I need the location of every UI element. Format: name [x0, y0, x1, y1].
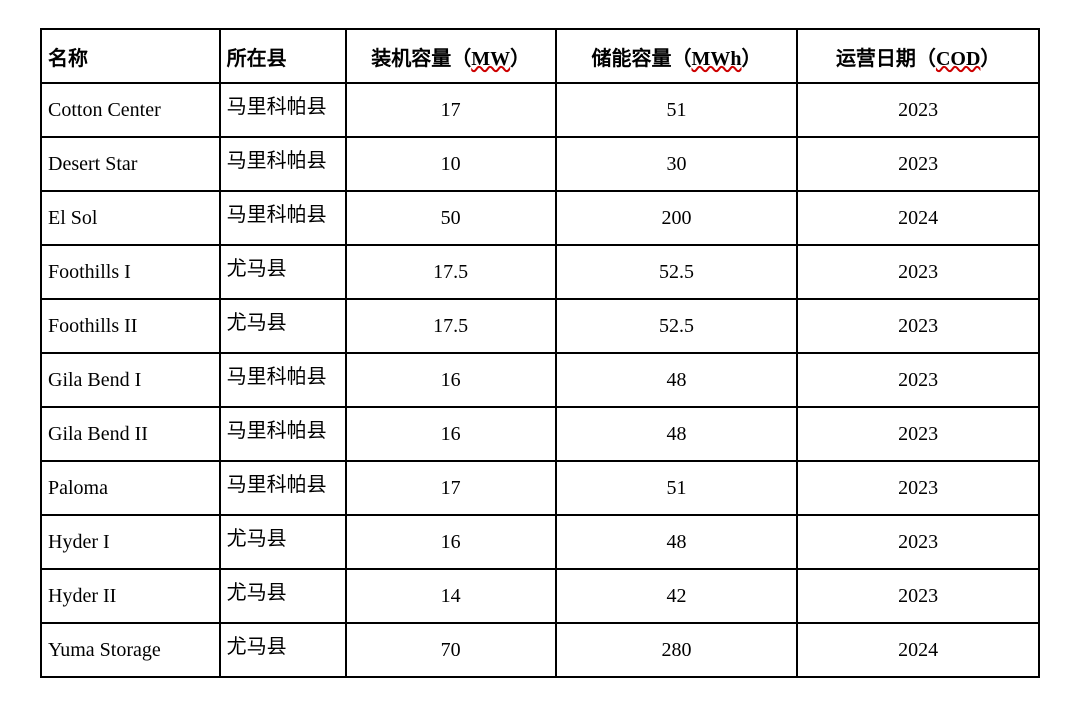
header-mwh-prefix: 储能容量（	[592, 48, 692, 70]
cell-county: 马里科帕县	[220, 353, 346, 407]
cell-county: 马里科帕县	[220, 137, 346, 191]
cell-mwh: 52.5	[556, 245, 798, 299]
cell-mw: 14	[346, 569, 556, 623]
cell-cod: 2024	[797, 623, 1039, 677]
cell-county: 马里科帕县	[220, 407, 346, 461]
cell-mwh: 200	[556, 191, 798, 245]
table-row: Gila Bend II 马里科帕县 16 48 2023	[41, 407, 1039, 461]
table-row: Yuma Storage 尤马县 70 280 2024	[41, 623, 1039, 677]
cell-mw: 16	[346, 515, 556, 569]
cell-mwh: 280	[556, 623, 798, 677]
cell-name: Hyder II	[41, 569, 220, 623]
cell-cod: 2024	[797, 191, 1039, 245]
cell-name: Gila Bend II	[41, 407, 220, 461]
cell-mw: 16	[346, 407, 556, 461]
header-mwh: 储能容量（MWh）	[556, 29, 798, 83]
cell-name: Cotton Center	[41, 83, 220, 137]
cell-cod: 2023	[797, 83, 1039, 137]
table-row: El Sol 马里科帕县 50 200 2024	[41, 191, 1039, 245]
cell-mw: 10	[346, 137, 556, 191]
table-row: Cotton Center 马里科帕县 17 51 2023	[41, 83, 1039, 137]
cell-cod: 2023	[797, 515, 1039, 569]
table-body: Cotton Center 马里科帕县 17 51 2023 Desert St…	[41, 83, 1039, 677]
cell-name: Desert Star	[41, 137, 220, 191]
cell-county: 尤马县	[220, 245, 346, 299]
cell-county: 尤马县	[220, 569, 346, 623]
header-mwh-unit: MWh	[692, 48, 742, 70]
cell-mw: 17.5	[346, 245, 556, 299]
cell-mwh: 51	[556, 83, 798, 137]
header-cod-prefix: 运营日期（	[836, 48, 936, 70]
table-row: Paloma 马里科帕县 17 51 2023	[41, 461, 1039, 515]
cell-mw: 70	[346, 623, 556, 677]
cell-mwh: 48	[556, 353, 798, 407]
cell-county: 马里科帕县	[220, 461, 346, 515]
cell-mw: 16	[346, 353, 556, 407]
cell-county: 马里科帕县	[220, 191, 346, 245]
header-cod: 运营日期（COD）	[797, 29, 1039, 83]
cell-cod: 2023	[797, 245, 1039, 299]
cell-cod: 2023	[797, 569, 1039, 623]
cell-name: Paloma	[41, 461, 220, 515]
cell-county: 尤马县	[220, 623, 346, 677]
header-mw-suffix: ）	[510, 48, 530, 70]
cell-mwh: 51	[556, 461, 798, 515]
cell-name: Gila Bend I	[41, 353, 220, 407]
cell-cod: 2023	[797, 299, 1039, 353]
table-row: Desert Star 马里科帕县 10 30 2023	[41, 137, 1039, 191]
cell-name: Foothills II	[41, 299, 220, 353]
cell-mwh: 42	[556, 569, 798, 623]
cell-cod: 2023	[797, 353, 1039, 407]
header-name: 名称	[41, 29, 220, 83]
cell-mwh: 30	[556, 137, 798, 191]
cell-cod: 2023	[797, 137, 1039, 191]
cell-name: Foothills I	[41, 245, 220, 299]
cell-name: El Sol	[41, 191, 220, 245]
header-county: 所在县	[220, 29, 346, 83]
table-row: Foothills II 尤马县 17.5 52.5 2023	[41, 299, 1039, 353]
table-row: Hyder I 尤马县 16 48 2023	[41, 515, 1039, 569]
header-cod-suffix: ）	[980, 48, 1000, 70]
table-row: Hyder II 尤马县 14 42 2023	[41, 569, 1039, 623]
cell-mw: 50	[346, 191, 556, 245]
cell-county: 马里科帕县	[220, 83, 346, 137]
header-mw: 装机容量（MW）	[346, 29, 556, 83]
table-header-row: 名称 所在县 装机容量（MW） 储能容量（MWh） 运营日期（COD）	[41, 29, 1039, 83]
header-mw-prefix: 装机容量（	[371, 48, 471, 70]
header-mw-unit: MW	[471, 48, 510, 70]
header-mwh-suffix: ）	[742, 48, 762, 70]
projects-table: 名称 所在县 装机容量（MW） 储能容量（MWh） 运营日期（COD） Cott…	[40, 28, 1040, 678]
cell-cod: 2023	[797, 407, 1039, 461]
table-row: Foothills I 尤马县 17.5 52.5 2023	[41, 245, 1039, 299]
cell-mwh: 48	[556, 407, 798, 461]
cell-mw: 17	[346, 83, 556, 137]
cell-mw: 17	[346, 461, 556, 515]
cell-name: Hyder I	[41, 515, 220, 569]
header-cod-unit: COD	[936, 48, 980, 70]
cell-mwh: 48	[556, 515, 798, 569]
cell-cod: 2023	[797, 461, 1039, 515]
table-row: Gila Bend I 马里科帕县 16 48 2023	[41, 353, 1039, 407]
cell-county: 尤马县	[220, 299, 346, 353]
cell-name: Yuma Storage	[41, 623, 220, 677]
cell-mw: 17.5	[346, 299, 556, 353]
cell-county: 尤马县	[220, 515, 346, 569]
cell-mwh: 52.5	[556, 299, 798, 353]
